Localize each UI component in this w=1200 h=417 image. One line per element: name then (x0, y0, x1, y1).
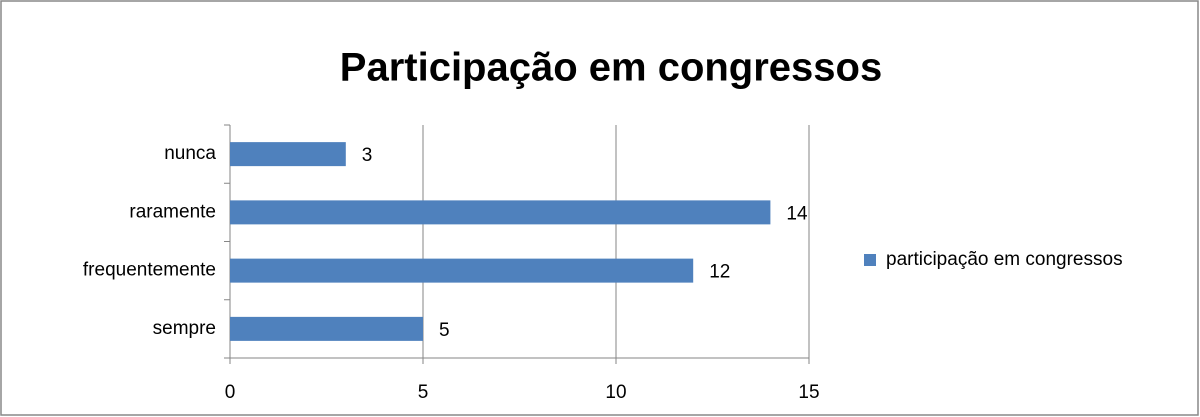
y-tick-label: nunca (164, 143, 216, 164)
data-label: 5 (439, 320, 450, 341)
bar (230, 142, 346, 167)
x-tick-label: 0 (225, 382, 236, 403)
y-tick-label: frequentemente (83, 260, 216, 281)
x-tick-label: 5 (418, 382, 429, 403)
x-tick-label: 10 (605, 382, 626, 403)
data-label: 3 (362, 145, 373, 166)
y-tick-label: raramente (129, 201, 216, 222)
legend-label: participação em congressos (886, 249, 1123, 270)
legend-swatch (864, 254, 876, 266)
y-tick-label: sempre (153, 318, 216, 339)
x-tick-label: 15 (798, 382, 819, 403)
bar (230, 200, 771, 225)
data-label: 14 (786, 203, 808, 224)
data-label: 12 (709, 262, 730, 283)
bar (230, 316, 423, 341)
chart-title: Participação em congressos (340, 46, 882, 90)
bar (230, 258, 694, 283)
